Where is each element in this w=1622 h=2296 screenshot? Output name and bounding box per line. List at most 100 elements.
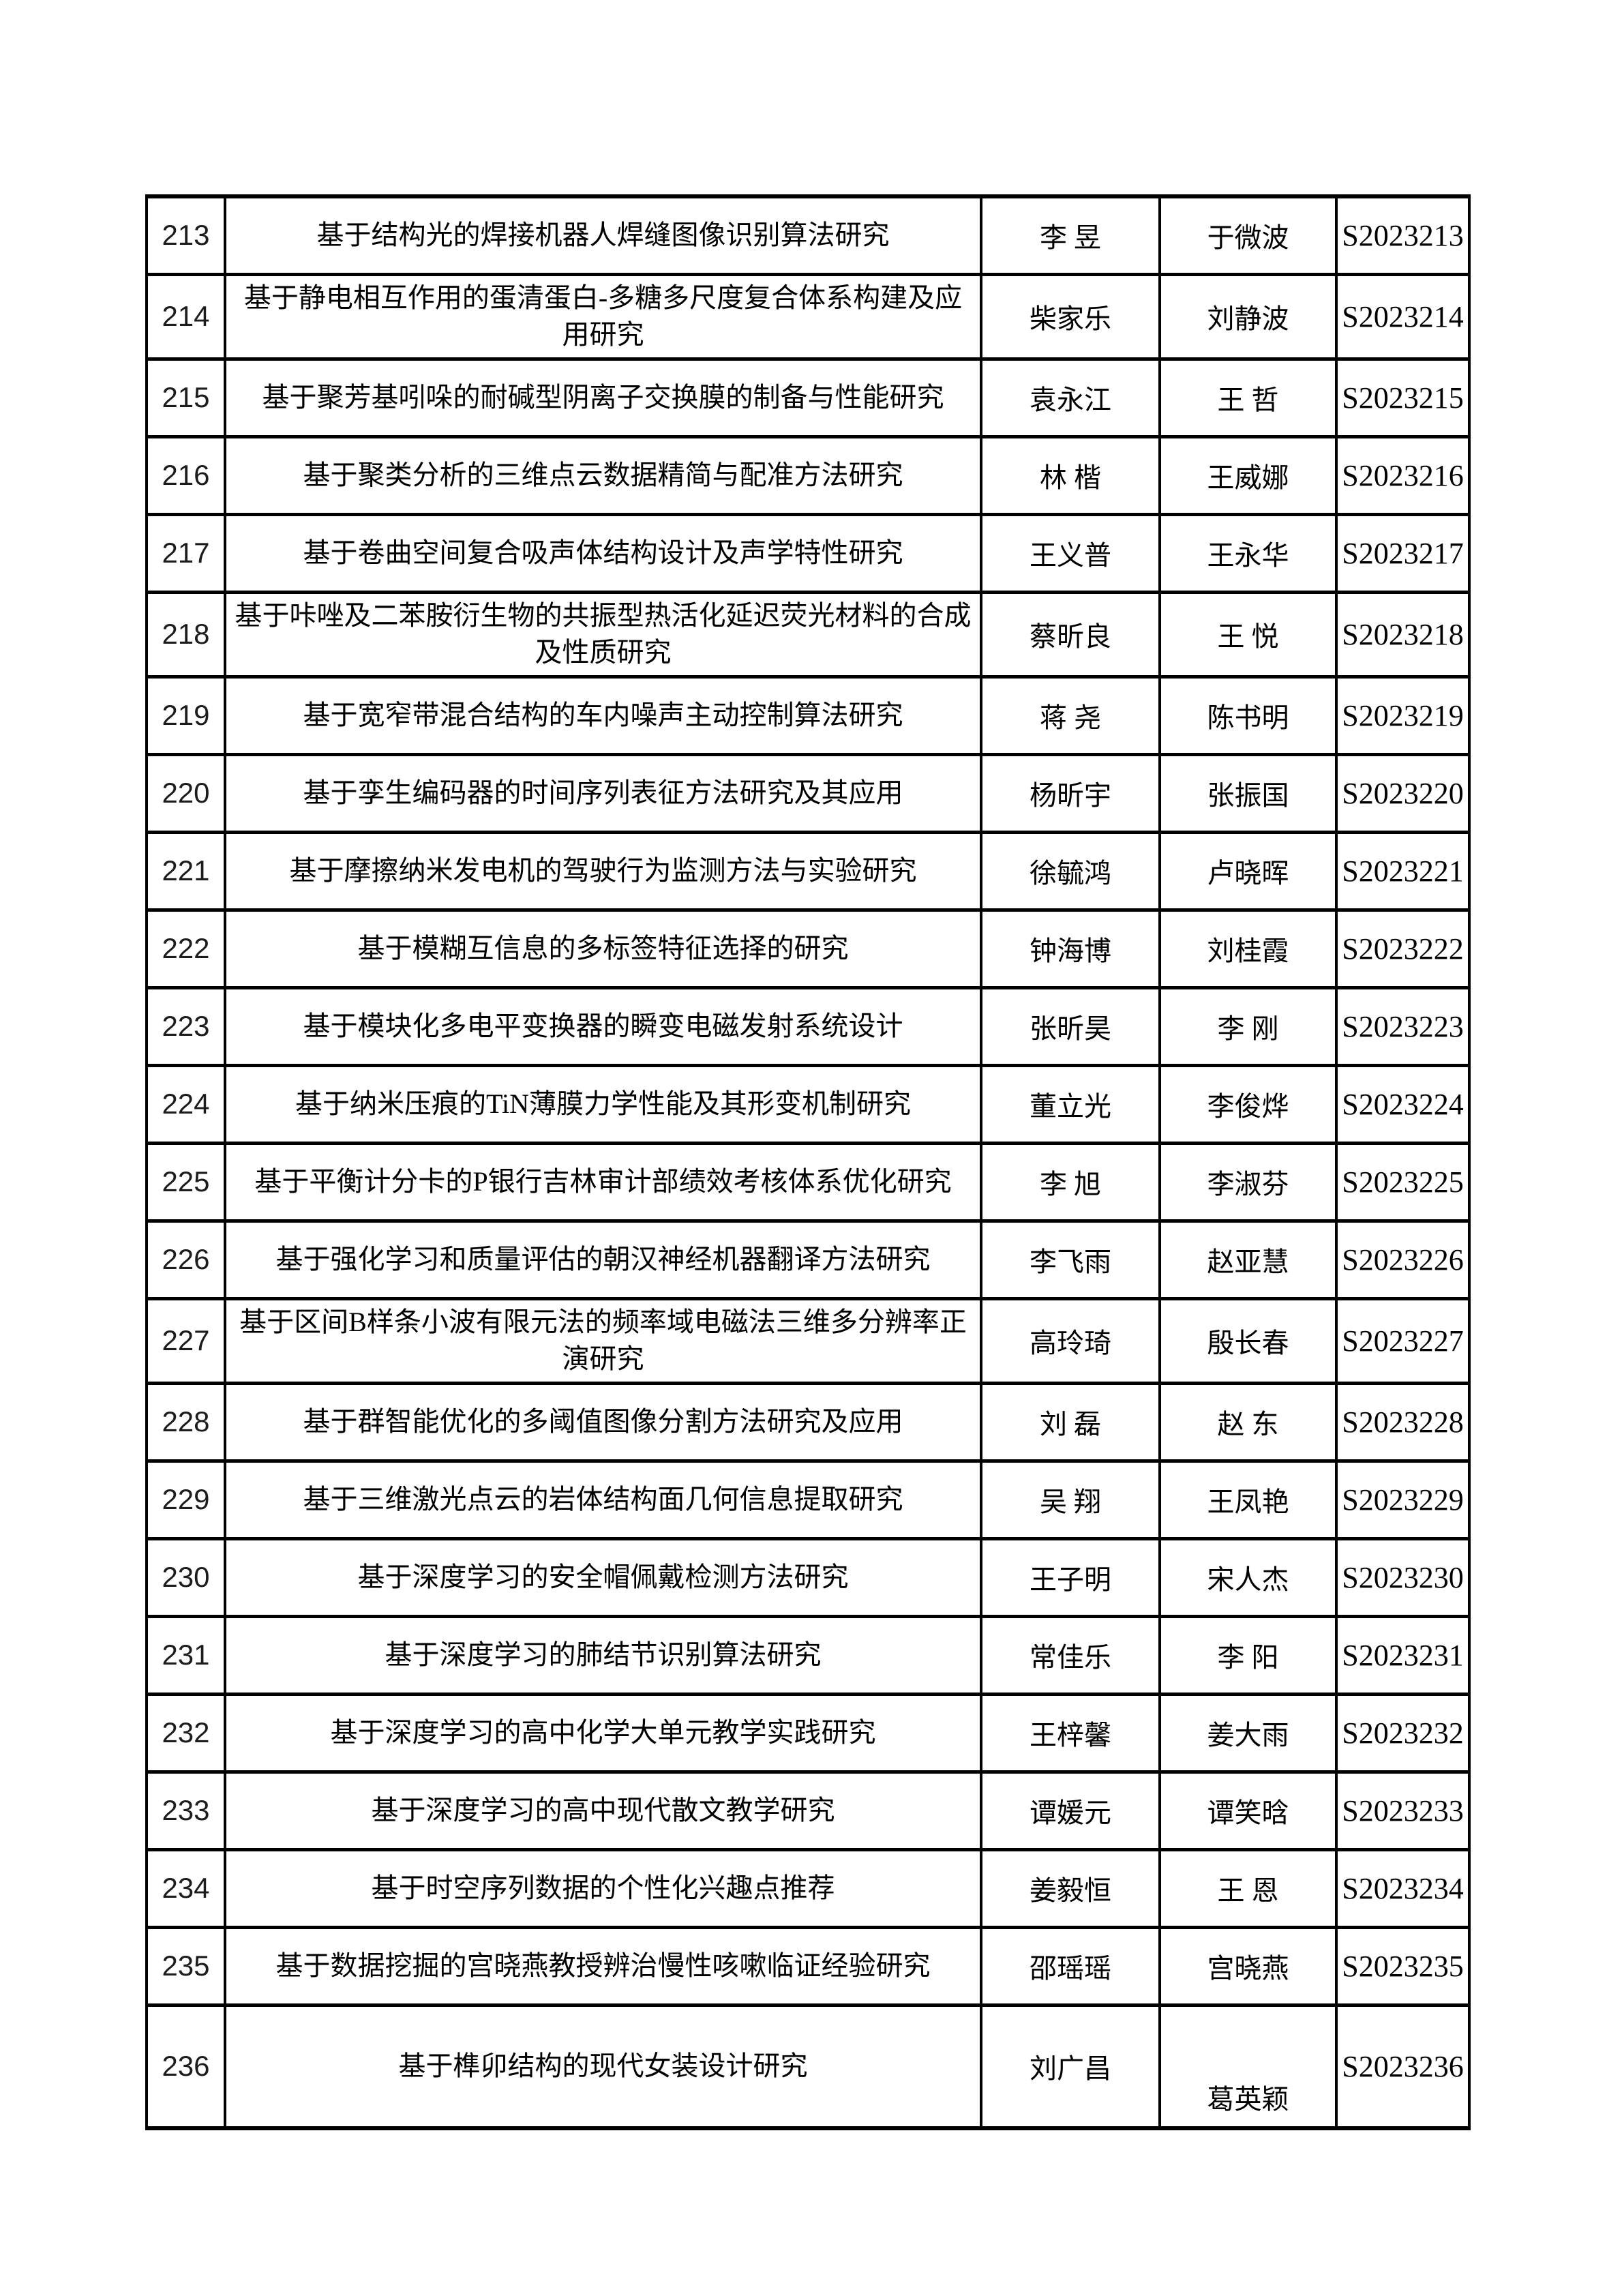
- project-id-cell: S2023228: [1335, 1381, 1471, 1463]
- row-number-cell: 219: [145, 674, 226, 756]
- row-number-cell: 232: [145, 1692, 226, 1774]
- student-name-cell: 姜毅恒: [980, 1847, 1161, 1929]
- table-row: 222 基于模糊互信息的多标签特征选择的研究 钟海博 刘桂霞 S2023222: [145, 908, 1471, 989]
- row-number-cell: 230: [145, 1536, 226, 1618]
- project-title-cell: 基于强化学习和质量评估的朝汉神经机器翻译方法研究: [224, 1219, 982, 1300]
- project-id-cell: S2023223: [1335, 985, 1471, 1067]
- project-id-cell: S2023231: [1335, 1614, 1471, 1696]
- row-number-cell: 228: [145, 1381, 226, 1463]
- student-name-cell: 王梓馨: [980, 1692, 1161, 1774]
- table-row: 230 基于深度学习的安全帽佩戴检测方法研究 王子明 宋人杰 S2023230: [145, 1536, 1471, 1618]
- projects-table-body: 213 基于结构光的焊接机器人焊缝图像识别算法研究 李 昱 于微波 S20232…: [145, 194, 1471, 2130]
- row-number-cell: 217: [145, 512, 226, 594]
- project-title-cell: 基于孪生编码器的时间序列表征方法研究及其应用: [224, 752, 982, 834]
- project-id-cell: S2023224: [1335, 1063, 1471, 1145]
- table-row: 232 基于深度学习的高中化学大单元教学实践研究 王梓馨 姜大雨 S202323…: [145, 1692, 1471, 1774]
- project-title-cell: 基于深度学习的高中现代散文教学研究: [224, 1770, 982, 1851]
- project-id-cell: S2023220: [1335, 752, 1471, 834]
- student-name-cell: 谭媛元: [980, 1770, 1161, 1851]
- student-name-cell: 李飞雨: [980, 1219, 1161, 1300]
- project-title-cell: 基于聚类分析的三维点云数据精简与配准方法研究: [224, 434, 982, 516]
- row-number-cell: 213: [145, 194, 226, 276]
- project-id-cell: S2023218: [1335, 590, 1471, 679]
- table-row: 219 基于宽窄带混合结构的车内噪声主动控制算法研究 蒋 尧 陈书明 S2023…: [145, 674, 1471, 756]
- row-number-cell: 215: [145, 357, 226, 438]
- row-number-cell: 221: [145, 830, 226, 912]
- table-row: 223 基于模块化多电平变换器的瞬变电磁发射系统设计 张昕昊 李 刚 S2023…: [145, 985, 1471, 1067]
- project-title-cell: 基于静电相互作用的蛋清蛋白-多糖多尺度复合体系构建及应 用研究: [224, 272, 982, 361]
- project-title-cell: 基于时空序列数据的个性化兴趣点推荐: [224, 1847, 982, 1929]
- table-row: 225 基于平衡计分卡的P银行吉林审计部绩效考核体系优化研究 李 旭 李淑芬 S…: [145, 1141, 1471, 1223]
- row-number-cell: 227: [145, 1296, 226, 1385]
- project-id-cell: S2023236: [1335, 2003, 1471, 2130]
- row-number-cell: 220: [145, 752, 226, 834]
- row-number-cell: 222: [145, 908, 226, 989]
- project-title-cell: 基于纳米压痕的TiN薄膜力学性能及其形变机制研究: [224, 1063, 982, 1145]
- project-id-cell: S2023213: [1335, 194, 1471, 276]
- student-name-cell: 张昕昊: [980, 985, 1161, 1067]
- row-number-cell: 229: [145, 1459, 226, 1540]
- table-row: 228 基于群智能优化的多阈值图像分割方法研究及应用 刘 磊 赵 东 S2023…: [145, 1381, 1471, 1463]
- row-number-cell: 224: [145, 1063, 226, 1145]
- project-title-cell: 基于深度学习的安全帽佩戴检测方法研究: [224, 1536, 982, 1618]
- project-title-cell: 基于深度学习的高中化学大单元教学实践研究: [224, 1692, 982, 1774]
- supervisor-name-cell: 王 恩: [1158, 1847, 1338, 1929]
- supervisor-name-cell: 卢晓晖: [1158, 830, 1338, 912]
- project-title-cell: 基于数据挖掘的宫晓燕教授辨治慢性咳嗽临证经验研究: [224, 1925, 982, 2007]
- row-number-cell: 236: [145, 2003, 226, 2130]
- supervisor-name-cell: 姜大雨: [1158, 1692, 1338, 1774]
- row-number-cell: 233: [145, 1770, 226, 1851]
- student-name-cell: 杨昕宇: [980, 752, 1161, 834]
- project-id-cell: S2023221: [1335, 830, 1471, 912]
- supervisor-name-cell: 赵 东: [1158, 1381, 1338, 1463]
- table-row: 226 基于强化学习和质量评估的朝汉神经机器翻译方法研究 李飞雨 赵亚慧 S20…: [145, 1219, 1471, 1300]
- student-name-cell: 王子明: [980, 1536, 1161, 1618]
- supervisor-name-cell: 宋人杰: [1158, 1536, 1338, 1618]
- project-id-cell: S2023214: [1335, 272, 1471, 361]
- project-id-cell: S2023215: [1335, 357, 1471, 438]
- student-name-cell: 蒋 尧: [980, 674, 1161, 756]
- project-id-cell: S2023232: [1335, 1692, 1471, 1774]
- table-row: 220 基于孪生编码器的时间序列表征方法研究及其应用 杨昕宇 张振国 S2023…: [145, 752, 1471, 834]
- supervisor-name-cell: 于微波: [1158, 194, 1338, 276]
- project-id-cell: S2023234: [1335, 1847, 1471, 1929]
- row-number-cell: 218: [145, 590, 226, 679]
- project-id-cell: S2023216: [1335, 434, 1471, 516]
- table-row: 216 基于聚类分析的三维点云数据精简与配准方法研究 林 楷 王威娜 S2023…: [145, 434, 1471, 516]
- student-name-cell: 袁永江: [980, 357, 1161, 438]
- table-row: 218 基于咔唑及二苯胺衍生物的共振型热活化延迟荧光材料的合成 及性质研究 蔡昕…: [145, 590, 1471, 679]
- student-name-cell: 柴家乐: [980, 272, 1161, 361]
- project-title-cell: 基于模块化多电平变换器的瞬变电磁发射系统设计: [224, 985, 982, 1067]
- table-row: 221 基于摩擦纳米发电机的驾驶行为监测方法与实验研究 徐毓鸿 卢晓晖 S202…: [145, 830, 1471, 912]
- table-row: 224 基于纳米压痕的TiN薄膜力学性能及其形变机制研究 董立光 李俊烨 S20…: [145, 1063, 1471, 1145]
- project-title-cell: 基于聚芳基吲哚的耐碱型阴离子交换膜的制备与性能研究: [224, 357, 982, 438]
- row-number-cell: 226: [145, 1219, 226, 1300]
- project-title-cell: 基于榫卯结构的现代女装设计研究: [224, 2003, 982, 2130]
- project-id-cell: S2023225: [1335, 1141, 1471, 1223]
- row-number-cell: 231: [145, 1614, 226, 1696]
- supervisor-name-cell: 李俊烨: [1158, 1063, 1338, 1145]
- row-number-cell: 234: [145, 1847, 226, 1929]
- table-row: 236 基于榫卯结构的现代女装设计研究 刘广昌 葛英颖 S2023236: [145, 2003, 1471, 2130]
- project-title-cell: 基于结构光的焊接机器人焊缝图像识别算法研究: [224, 194, 982, 276]
- row-number-cell: 223: [145, 985, 226, 1067]
- project-title-cell: 基于卷曲空间复合吸声体结构设计及声学特性研究: [224, 512, 982, 594]
- project-title-cell: 基于摩擦纳米发电机的驾驶行为监测方法与实验研究: [224, 830, 982, 912]
- table-row: 227 基于区间B样条小波有限元法的频率域电磁法三维多分辨率正 演研究 高玲琦 …: [145, 1296, 1471, 1385]
- student-name-cell: 董立光: [980, 1063, 1161, 1145]
- thesis-projects-table: 213 基于结构光的焊接机器人焊缝图像识别算法研究 李 昱 于微波 S20232…: [145, 194, 1471, 2130]
- student-name-cell: 邵瑶瑶: [980, 1925, 1161, 2007]
- supervisor-name-cell: 谭笑晗: [1158, 1770, 1338, 1851]
- supervisor-name-cell: 刘桂霞: [1158, 908, 1338, 989]
- supervisor-name-cell: 王威娜: [1158, 434, 1338, 516]
- table-row: 214 基于静电相互作用的蛋清蛋白-多糖多尺度复合体系构建及应 用研究 柴家乐 …: [145, 272, 1471, 361]
- student-name-cell: 王义普: [980, 512, 1161, 594]
- student-name-cell: 常佳乐: [980, 1614, 1161, 1696]
- project-title-cell: 基于群智能优化的多阈值图像分割方法研究及应用: [224, 1381, 982, 1463]
- table-row: 215 基于聚芳基吲哚的耐碱型阴离子交换膜的制备与性能研究 袁永江 王 哲 S2…: [145, 357, 1471, 438]
- project-id-cell: S2023217: [1335, 512, 1471, 594]
- student-name-cell: 吴 翔: [980, 1459, 1161, 1540]
- project-title-cell: 基于深度学习的肺结节识别算法研究: [224, 1614, 982, 1696]
- supervisor-name-cell: 李淑芬: [1158, 1141, 1338, 1223]
